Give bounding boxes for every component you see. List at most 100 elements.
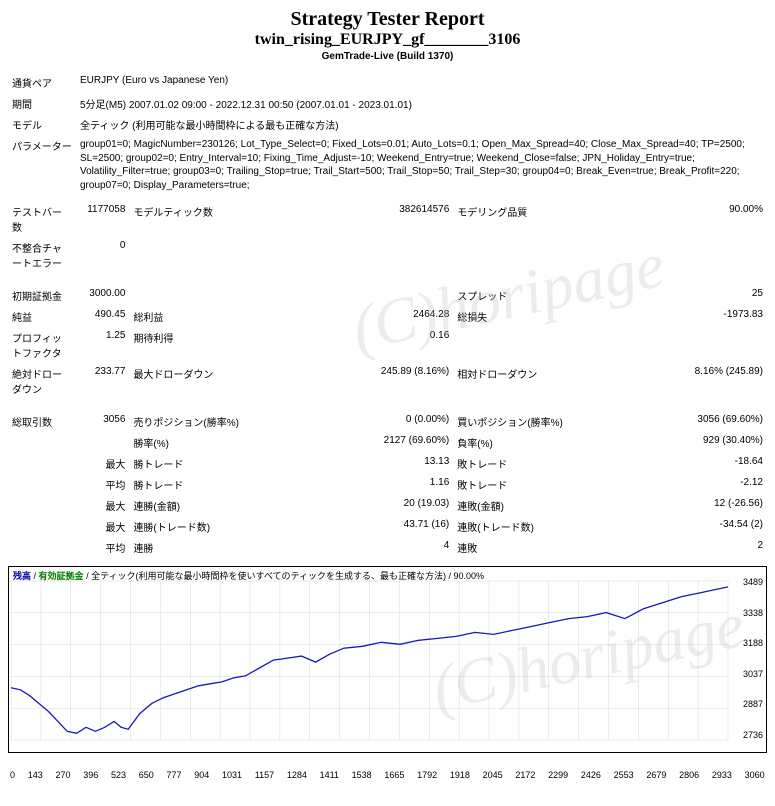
short-val: 0 (0.00%)	[332, 411, 453, 432]
legend-lots: 有効証拠金	[39, 571, 84, 581]
y-axis: 348933383188303728872736	[742, 577, 764, 740]
report-header: Strategy Tester Report twin_rising_EURJP…	[8, 8, 767, 62]
avg-win-label: 勝トレード	[129, 474, 331, 495]
lossrate-val: 929 (30.40%)	[625, 432, 767, 453]
lossrate-label: 負率(%)	[453, 432, 625, 453]
consloss-amt-val: 12 (-26.56)	[625, 495, 767, 516]
spread-val: 25	[625, 285, 767, 306]
report-title: Strategy Tester Report	[8, 8, 767, 31]
x-tick: 1538	[352, 770, 372, 780]
winrate-val: 2127 (69.60%)	[332, 432, 453, 453]
param-value: group01=0; MagicNumber=230126; Lot_Type_…	[76, 135, 767, 195]
symbol-value: EURJPY (Euro vs Japanese Yen)	[76, 72, 767, 93]
y-tick: 3037	[742, 669, 764, 679]
short-label: 売りポジション(勝率%)	[129, 411, 331, 432]
x-tick: 904	[194, 770, 209, 780]
avg-consloss-val: 2	[625, 537, 767, 558]
largest-win-val: 13.13	[332, 453, 453, 474]
info-table: 通貨ペア EURJPY (Euro vs Japanese Yen) 期間 5分…	[8, 72, 767, 195]
row-max: 最大	[69, 495, 130, 516]
x-tick: 3060	[745, 770, 765, 780]
netprofit-val: 490.45	[69, 306, 130, 327]
bars-val: 1177058	[69, 201, 130, 237]
report-subtitle: twin_rising_EURJPY_gf________3106	[8, 31, 767, 49]
x-tick: 2933	[712, 770, 732, 780]
maxdd-val: 245.89 (8.16%)	[332, 363, 453, 399]
x-tick: 1665	[384, 770, 404, 780]
ticks-val: 382614576	[332, 201, 453, 237]
mismatch-val: 0	[69, 237, 130, 273]
quality-label: モデリング品質	[453, 201, 625, 237]
row-max2: 最大	[69, 516, 130, 537]
x-tick: 270	[55, 770, 70, 780]
avg-conswin-val: 4	[332, 537, 453, 558]
conswin-cnt-val: 43.71 (16)	[332, 516, 453, 537]
row-largest: 最大	[69, 453, 130, 474]
model-label: モデル	[8, 114, 76, 135]
x-tick: 2426	[581, 770, 601, 780]
deposit-label: 初期証拠金	[8, 285, 69, 306]
conswin-amt-label: 連勝(金額)	[129, 495, 331, 516]
x-tick: 2553	[614, 770, 634, 780]
x-tick: 396	[83, 770, 98, 780]
param-label: パラメーター	[8, 135, 76, 195]
grossloss-val: -1973.83	[625, 306, 767, 327]
x-tick: 523	[111, 770, 126, 780]
mismatch-label: 不整合チャートエラー	[8, 237, 69, 273]
x-axis: 0143270396523650777904103111571284141115…	[8, 770, 767, 780]
x-tick: 1031	[222, 770, 242, 780]
legend-rest: / 全ティック(利用可能な最小時間枠を使いすべてのティックを生成する、最も正確な…	[86, 571, 484, 581]
y-tick: 2887	[742, 699, 764, 709]
avg-loss-label: 敗トレード	[453, 474, 625, 495]
grossloss-label: 総損失	[453, 306, 625, 327]
equity-chart: 残高 / 有効証拠金 / 全ティック(利用可能な最小時間枠を使いすべてのティック…	[8, 566, 767, 753]
deposit-val: 3000.00	[69, 285, 130, 306]
model-value: 全ティック (利用可能な最小時間枠による最も正確な方法)	[76, 114, 767, 135]
spread-label: スプレッド	[453, 285, 625, 306]
expected-val: 0.16	[332, 327, 453, 363]
totaltrades-val: 3056	[69, 411, 130, 432]
grossprofit-label: 総利益	[129, 306, 331, 327]
row-avg2: 平均	[69, 537, 130, 558]
absdd-val: 233.77	[69, 363, 130, 399]
netprofit-label: 純益	[8, 306, 69, 327]
x-tick: 2679	[646, 770, 666, 780]
expected-label: 期待利得	[129, 327, 331, 363]
x-tick: 1792	[417, 770, 437, 780]
x-tick: 2172	[515, 770, 535, 780]
x-tick: 1157	[255, 770, 274, 780]
legend-balance: 残高	[13, 571, 31, 581]
winrate-label: 勝率(%)	[129, 432, 331, 453]
grossprofit-val: 2464.28	[332, 306, 453, 327]
x-tick: 650	[139, 770, 154, 780]
bars-label: テストバー数	[8, 201, 69, 237]
chart-legend: 残高 / 有効証拠金 / 全ティック(利用可能な最小時間枠を使いすべてのティック…	[13, 569, 484, 582]
absdd-label: 絶対ドローダウン	[8, 363, 69, 399]
x-tick: 777	[166, 770, 181, 780]
reldd-label: 相対ドローダウン	[453, 363, 625, 399]
x-tick: 2045	[483, 770, 503, 780]
symbol-label: 通貨ペア	[8, 72, 76, 93]
totaltrades-label: 総取引数	[8, 411, 69, 432]
largest-loss-label: 敗トレード	[453, 453, 625, 474]
maxdd-label: 最大ドローダウン	[129, 363, 331, 399]
x-tick: 143	[28, 770, 43, 780]
quality-val: 90.00%	[625, 201, 767, 237]
period-label: 期間	[8, 93, 76, 114]
stats-table: テストバー数 1177058 モデルティック数 382614576 モデリング品…	[8, 201, 767, 558]
row-avg: 平均	[69, 474, 130, 495]
x-tick: 1284	[287, 770, 307, 780]
largest-loss-val: -18.64	[625, 453, 767, 474]
y-tick: 3188	[742, 638, 764, 648]
ticks-label: モデルティック数	[129, 201, 331, 237]
consloss-cnt-label: 連敗(トレード数)	[453, 516, 625, 537]
avg-loss-val: -2.12	[625, 474, 767, 495]
x-tick: 0	[10, 770, 15, 780]
y-tick: 2736	[742, 730, 764, 740]
pf-label: プロフィットファクタ	[8, 327, 69, 363]
conswin-cnt-label: 連勝(トレード数)	[129, 516, 331, 537]
server-info: GemTrade-Live (Build 1370)	[8, 51, 767, 62]
equity-svg	[9, 567, 766, 752]
avg-win-val: 1.16	[332, 474, 453, 495]
conswin-amt-val: 20 (19.03)	[332, 495, 453, 516]
